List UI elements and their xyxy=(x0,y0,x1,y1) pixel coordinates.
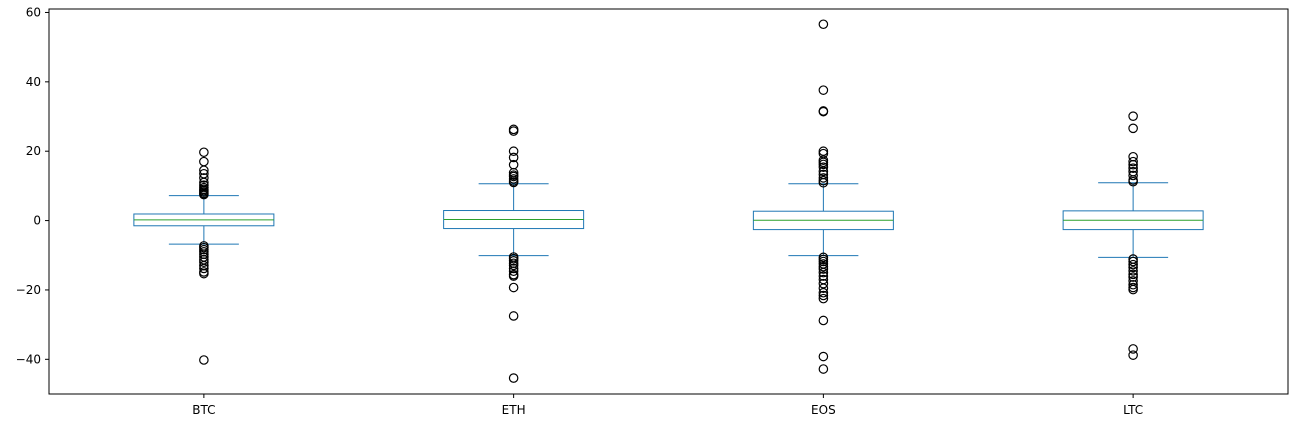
outlier-point-ltc xyxy=(1128,272,1138,282)
outlier-point-ltc xyxy=(1128,111,1138,121)
outlier-point-btc xyxy=(199,173,209,183)
outlier-point-eth xyxy=(508,177,519,188)
outlier-point-btc xyxy=(199,189,209,200)
outlier-point-ltc xyxy=(1128,284,1138,295)
x-tick-label: ETH xyxy=(502,403,526,417)
outlier-point-ltc xyxy=(1128,123,1138,134)
outlier-point-ltc xyxy=(1128,256,1138,267)
x-tick-label: EOS xyxy=(811,403,836,417)
outlier-point-btc xyxy=(199,165,209,176)
outlier-point-eos xyxy=(818,287,829,298)
outlier-point-btc xyxy=(199,147,209,158)
outlier-point-eos xyxy=(818,290,829,301)
outlier-point-ltc xyxy=(1128,262,1138,273)
boxes-layer xyxy=(133,19,1204,383)
outlier-point-eth xyxy=(508,171,519,182)
outlier-point-eos xyxy=(818,364,829,374)
plot-frame xyxy=(48,8,1289,395)
outlier-point-ltc xyxy=(1128,156,1138,167)
outlier-point-btc xyxy=(199,257,209,267)
outlier-point-eos xyxy=(818,267,829,278)
outlier-point-eos xyxy=(818,261,829,272)
outlier-point-ltc xyxy=(1128,279,1138,290)
outlier-point-ltc xyxy=(1128,159,1138,170)
outlier-point-ltc xyxy=(1128,170,1138,181)
outlier-point-eos xyxy=(818,264,829,274)
outlier-point-eos xyxy=(818,159,829,170)
y-tick-label: 20 xyxy=(26,144,41,158)
outlier-point-eth xyxy=(508,152,519,163)
outlier-point-ltc xyxy=(1128,176,1138,187)
outlier-point-eos xyxy=(818,278,829,289)
outlier-point-eth xyxy=(508,146,519,157)
outlier-point-ltc xyxy=(1128,266,1138,276)
outlier-point-eos xyxy=(818,166,829,177)
outlier-point-eos xyxy=(818,351,829,362)
y-tick-label: −40 xyxy=(16,352,41,366)
outlier-point-ltc xyxy=(1128,350,1138,360)
outlier-point-eos xyxy=(818,315,829,326)
x-tick-label: BTC xyxy=(192,403,215,417)
outlier-point-btc xyxy=(199,268,209,279)
outlier-point-eth xyxy=(508,256,519,266)
outlier-point-ltc xyxy=(1128,163,1138,174)
outlier-point-ltc xyxy=(1128,344,1138,354)
x-tick-label: LTC xyxy=(1123,403,1143,417)
outlier-point-eth xyxy=(508,266,519,277)
y-tick-label: 0 xyxy=(33,214,41,228)
outlier-point-eth xyxy=(508,271,519,281)
outlier-point-eos xyxy=(818,106,829,117)
y-tick-label: 60 xyxy=(26,5,41,19)
outlier-point-eth xyxy=(508,373,519,383)
outlier-point-eos xyxy=(818,283,829,294)
y-tick-label: −20 xyxy=(16,283,41,297)
outlier-point-eth xyxy=(508,260,519,271)
outlier-point-eos xyxy=(818,85,829,95)
outlier-point-eth xyxy=(508,263,519,274)
outlier-point-eos xyxy=(818,271,829,281)
outlier-point-ltc xyxy=(1128,269,1138,280)
box-group-eth xyxy=(443,124,585,383)
box-group-eos xyxy=(752,19,894,374)
outlier-point-eos xyxy=(818,19,829,30)
y-tick-label: 40 xyxy=(26,75,41,89)
outlier-point-btc xyxy=(199,355,209,365)
box-group-btc xyxy=(133,147,275,365)
axes-layer: −40 −20 0 20 40 60 BTC ETH EOS LTC xyxy=(16,5,1289,417)
outlier-point-eth xyxy=(508,282,519,293)
outlier-point-eos xyxy=(818,177,829,188)
outlier-point-eos xyxy=(818,256,829,267)
outlier-point-btc xyxy=(199,263,209,274)
outlier-point-eos xyxy=(818,162,829,172)
outlier-point-eth xyxy=(508,126,519,136)
outlier-point-eth xyxy=(508,311,519,321)
outlier-point-eos xyxy=(818,173,829,183)
box-group-ltc xyxy=(1062,111,1204,360)
outlier-point-eos xyxy=(818,146,829,157)
outlier-point-ltc xyxy=(1128,259,1138,270)
outlier-point-eos xyxy=(818,293,829,304)
